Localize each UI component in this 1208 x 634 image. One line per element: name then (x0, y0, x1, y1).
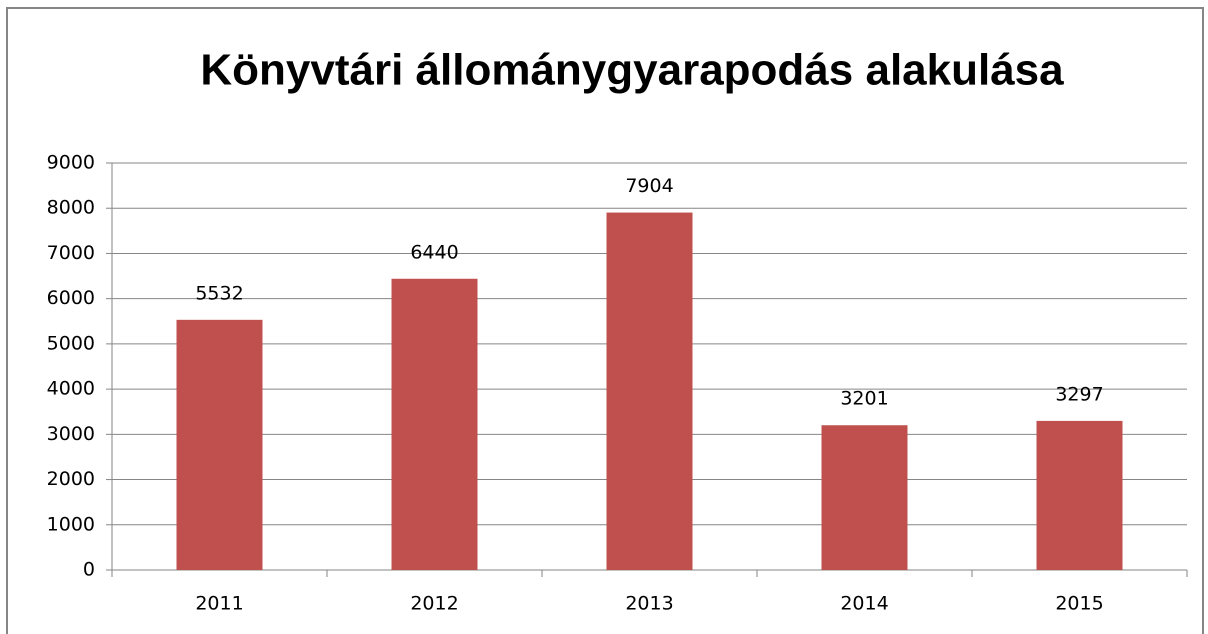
x-tick-label: 2014 (840, 593, 888, 615)
bar (606, 212, 693, 571)
data-label: 7904 (625, 175, 673, 197)
y-tick-label: 8000 (47, 197, 95, 219)
bar (821, 425, 908, 570)
y-tick-label: 1000 (47, 513, 95, 535)
y-tick-label: 6000 (47, 287, 95, 309)
data-label: 5532 (195, 282, 243, 304)
x-tick-label: 2015 (1055, 593, 1103, 615)
bar (176, 319, 263, 570)
data-label: 3297 (1055, 383, 1103, 405)
x-tick-label: 2011 (195, 593, 243, 615)
y-tick-label: 5000 (47, 332, 95, 354)
data-label: 3201 (840, 388, 888, 410)
x-tick-label: 2013 (625, 593, 673, 615)
y-tick-label: 0 (83, 559, 95, 581)
data-label: 6440 (410, 241, 458, 263)
y-tick-label: 9000 (47, 152, 95, 174)
x-tick-label: 2012 (410, 593, 458, 615)
y-tick-label: 7000 (47, 242, 95, 264)
y-tick-label: 4000 (47, 378, 95, 400)
y-tick-label: 3000 (47, 423, 95, 445)
chart-title: Könyvtári állománygyarapodás alakulása (200, 46, 1064, 95)
bar (1036, 420, 1123, 570)
y-tick-label: 2000 (47, 468, 95, 490)
bar (391, 278, 478, 570)
